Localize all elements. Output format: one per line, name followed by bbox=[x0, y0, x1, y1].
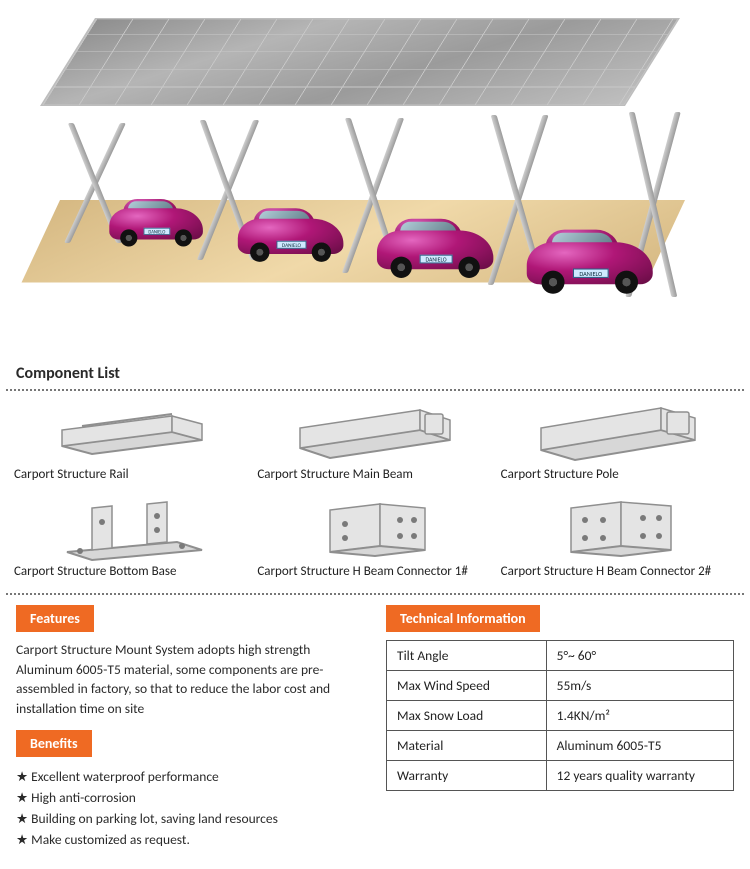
component-item: Carport Structure H Beam Connector 1# bbox=[255, 496, 494, 589]
component-item: Carport Structure H Beam Connector 2# bbox=[499, 496, 738, 589]
tech-key: Material bbox=[387, 731, 547, 761]
rail-icon bbox=[52, 402, 212, 462]
table-row: Tilt Angle 5°~ 60° bbox=[387, 641, 734, 671]
tech-key: Tilt Angle bbox=[387, 641, 547, 671]
benefit-item: Building on parking lot, saving land res… bbox=[16, 809, 364, 830]
tech-val: 1.4KN/m² bbox=[546, 701, 733, 731]
solar-roof bbox=[40, 18, 680, 106]
license-plate: DANIELO bbox=[144, 228, 171, 235]
tech-val: Aluminum 6005-T5 bbox=[546, 731, 733, 761]
component-grid: Carport Structure Rail Carport Structure… bbox=[0, 391, 750, 589]
car: DANIELO bbox=[377, 216, 503, 274]
component-item: Carport Structure Rail bbox=[12, 399, 251, 492]
component-label: Carport Structure Pole bbox=[499, 465, 738, 492]
car: DANIELO bbox=[527, 227, 664, 290]
lower-columns: Features Carport Structure Mount System … bbox=[0, 597, 750, 869]
features-heading: Features bbox=[16, 605, 94, 632]
car: DANIELO bbox=[109, 197, 210, 244]
tech-key: Max Wind Speed bbox=[387, 671, 547, 701]
benefit-item: High anti-corrosion bbox=[16, 788, 364, 809]
component-label: Carport Structure Main Beam bbox=[255, 465, 494, 492]
tech-val: 5°~ 60° bbox=[546, 641, 733, 671]
main-beam-icon bbox=[290, 402, 460, 462]
license-plate: DANIELO bbox=[420, 255, 453, 264]
h-connector-1-icon bbox=[300, 494, 450, 564]
divider bbox=[6, 593, 744, 595]
component-list-heading: Component List bbox=[6, 360, 744, 391]
tech-key: Warranty bbox=[387, 761, 547, 791]
component-item: Carport Structure Bottom Base bbox=[12, 496, 251, 589]
hero-render: DANIELO DANIELO DANIELO DANIELO bbox=[0, 0, 750, 360]
component-label: Carport Structure H Beam Connector 1# bbox=[255, 562, 494, 589]
table-row: Max Wind Speed 55m/s bbox=[387, 671, 734, 701]
component-label: Carport Structure Rail bbox=[12, 465, 251, 492]
benefits-list: Excellent waterproof performance High an… bbox=[16, 767, 364, 851]
h-connector-2-icon bbox=[543, 494, 693, 564]
benefit-item: Excellent waterproof performance bbox=[16, 767, 364, 788]
tech-val: 55m/s bbox=[546, 671, 733, 701]
table-row: Warranty 12 years quality warranty bbox=[387, 761, 734, 791]
tech-val: 12 years quality warranty bbox=[546, 761, 733, 791]
license-plate: DANIELO bbox=[573, 269, 609, 278]
tech-heading: Technical Information bbox=[386, 605, 540, 632]
left-column: Features Carport Structure Mount System … bbox=[16, 599, 364, 851]
bottom-base-icon bbox=[52, 494, 212, 564]
table-row: Max Snow Load 1.4KN/m² bbox=[387, 701, 734, 731]
features-body: Carport Structure Mount System adopts hi… bbox=[16, 640, 362, 718]
tech-key: Max Snow Load bbox=[387, 701, 547, 731]
component-item: Carport Structure Pole bbox=[499, 399, 738, 492]
benefit-item: Make customized as request. bbox=[16, 830, 364, 851]
component-label: Carport Structure Bottom Base bbox=[12, 562, 251, 589]
right-column: Technical Information Tilt Angle 5°~ 60°… bbox=[386, 599, 734, 851]
component-item: Carport Structure Main Beam bbox=[255, 399, 494, 492]
benefits-heading: Benefits bbox=[16, 730, 92, 757]
car: DANIELO bbox=[238, 206, 352, 259]
page: DANIELO DANIELO DANIELO DANIELO Componen… bbox=[0, 0, 750, 869]
table-row: Material Aluminum 6005-T5 bbox=[387, 731, 734, 761]
pole-icon bbox=[533, 402, 703, 462]
component-label: Carport Structure H Beam Connector 2# bbox=[499, 562, 738, 589]
license-plate: DANIELO bbox=[277, 241, 307, 249]
tech-table: Tilt Angle 5°~ 60° Max Wind Speed 55m/s … bbox=[386, 640, 734, 791]
